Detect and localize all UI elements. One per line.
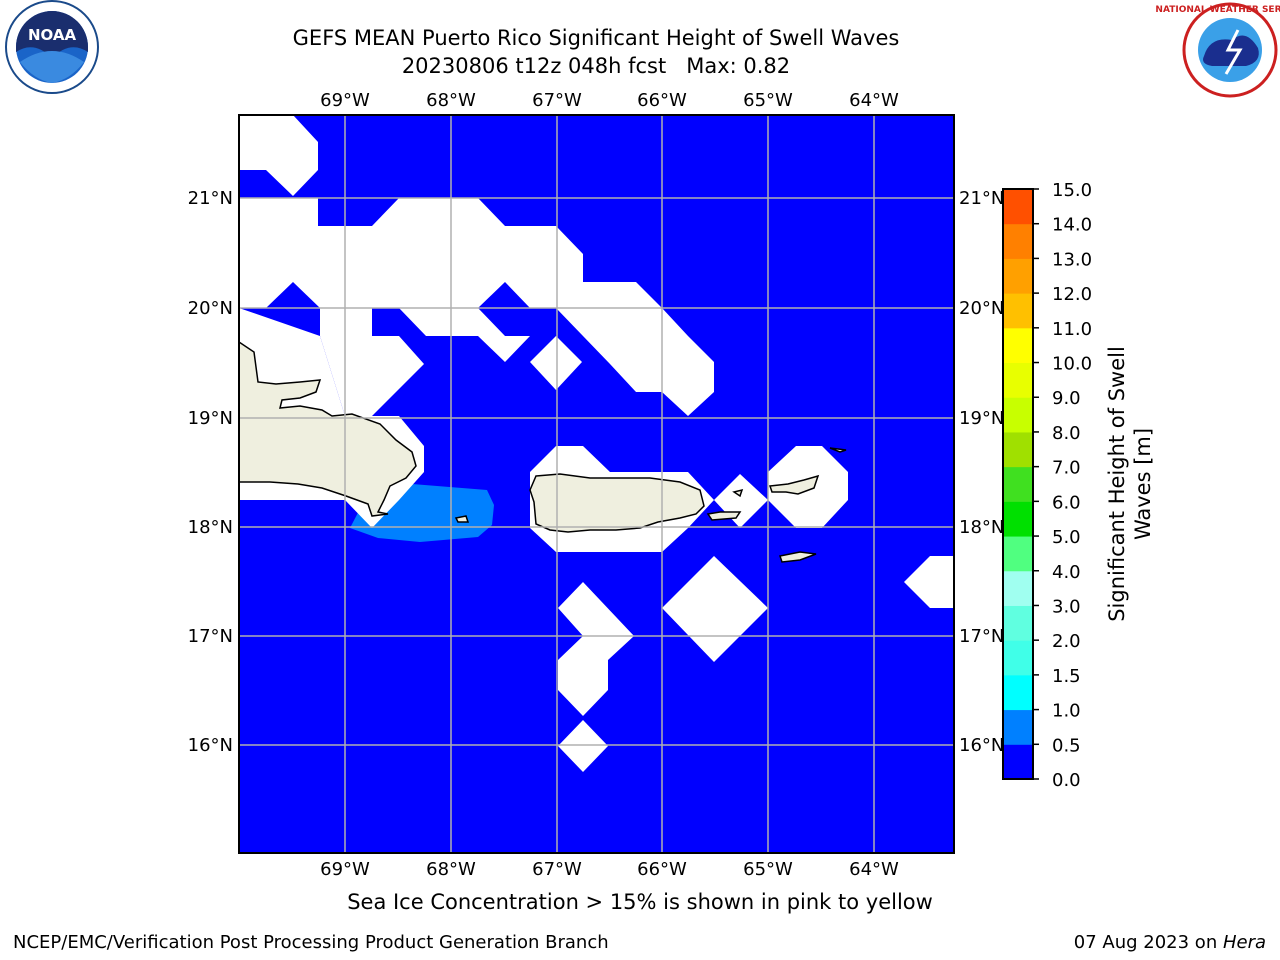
hispaniola <box>239 341 417 517</box>
colorbar-segment <box>1003 466 1033 502</box>
lon-label-top: 65°W <box>743 90 793 111</box>
colorbar-tick-label: 7.0 <box>1052 458 1081 479</box>
footer-date: 07 Aug 2023 on Hera <box>1074 932 1266 953</box>
nws-logo: NATIONAL WEATHER SERVICE <box>1155 2 1280 98</box>
lat-label-right: 16°N <box>959 735 1004 756</box>
colorbar-segment <box>1003 362 1033 398</box>
lon-label-bottom: 67°W <box>532 859 582 880</box>
map-field <box>239 115 954 853</box>
gridlines <box>239 115 954 853</box>
colorbar-frame <box>1002 188 1034 780</box>
anegada <box>829 447 847 453</box>
lon-label-bottom: 65°W <box>743 859 793 880</box>
colorbar-segment <box>1003 709 1033 745</box>
lat-label-left: 19°N <box>188 408 233 429</box>
colorbar-tick-label: 9.0 <box>1052 388 1081 409</box>
colorbar-segment <box>1003 431 1033 468</box>
colorbar-tick-label: 1.0 <box>1052 701 1081 722</box>
nws-logo-text: NATIONAL WEATHER SERVICE <box>1155 5 1280 15</box>
axis-labels: 69°W 68°W 67°W 66°W 65°W 64°W 69°W 68°W … <box>188 90 1005 880</box>
footer-date-text: 07 Aug 2023 on <box>1073 932 1223 953</box>
colorbar: 0.0 0.5 1.0 1.5 2.0 3.0 4.0 5.0 6.0 7.0 8.0 9.0 10.0… <box>1003 180 1092 791</box>
colorbar-segment <box>1003 570 1033 606</box>
lat-label-left: 16°N <box>188 735 233 756</box>
lon-label-top: 64°W <box>849 90 899 111</box>
lat-label-right: 20°N <box>959 298 1004 319</box>
land-masses <box>239 341 847 563</box>
lat-label-right: 18°N <box>959 517 1004 538</box>
lon-label-bottom: 64°W <box>849 859 899 880</box>
lat-label-right: 21°N <box>959 188 1004 209</box>
colorbar-segment <box>1003 605 1033 641</box>
colorbar-segment <box>1003 189 1033 225</box>
lat-label-right: 19°N <box>959 408 1004 429</box>
colorbar-segment <box>1003 640 1033 676</box>
lon-label-top: 69°W <box>320 90 370 111</box>
noaa-logo-text: NOAA <box>28 26 77 44</box>
lon-label-top: 67°W <box>532 90 582 111</box>
colorbar-label-line2: Waves [m] <box>1131 428 1155 540</box>
lat-label-left: 20°N <box>188 298 233 319</box>
colorbar-segment <box>1003 293 1033 329</box>
colorbar-segment <box>1003 327 1033 364</box>
colorbar-segment <box>1003 674 1033 711</box>
puerto-rico <box>529 473 705 533</box>
lat-label-left: 18°N <box>188 517 233 538</box>
colorbar-segment <box>1003 536 1033 572</box>
lon-label-top: 68°W <box>426 90 476 111</box>
colorbar-tick-label: 1.5 <box>1052 666 1081 687</box>
footer-host: Hera <box>1222 932 1266 953</box>
noaa-logo: NOAA <box>5 0 99 94</box>
colorbar-segment <box>1003 397 1033 433</box>
colorbar-tick-label: 11.0 <box>1052 319 1092 340</box>
colorbar-tick-label: 0.0 <box>1052 770 1081 791</box>
lat-label-left: 17°N <box>188 626 233 647</box>
colorbar-tick-label: 0.5 <box>1052 735 1081 756</box>
colorbar-segment <box>1003 223 1033 259</box>
colorbar-label-line1: Significant Height of Swell <box>1105 346 1129 622</box>
vieques <box>706 511 742 521</box>
lon-label-bottom: 66°W <box>637 859 687 880</box>
virgin-islands <box>768 474 820 495</box>
st-croix <box>779 551 817 563</box>
sea-ice-caption: Sea Ice Concentration > 15% is shown in … <box>347 890 933 914</box>
colorbar-segment <box>1003 744 1033 780</box>
lat-label-right: 17°N <box>959 626 1004 647</box>
lon-label-bottom: 68°W <box>426 859 476 880</box>
map-frame <box>238 114 955 854</box>
colorbar-tick-label: 14.0 <box>1052 215 1092 236</box>
colorbar-tick-label: 6.0 <box>1052 492 1081 513</box>
colorbar-tick-label: 10.0 <box>1052 354 1092 375</box>
colorbar-tick-label: 8.0 <box>1052 423 1081 444</box>
culebra <box>732 488 744 498</box>
colorbar-tick-label: 3.0 <box>1052 596 1081 617</box>
colorbar-tick-label: 2.0 <box>1052 631 1081 652</box>
chart-title: GEFS MEAN Puerto Rico Significant Height… <box>292 26 900 50</box>
colorbar-tick-label: 12.0 <box>1052 284 1092 305</box>
colorbar-tick-label: 5.0 <box>1052 527 1081 548</box>
navassa-or-small-island <box>454 515 470 523</box>
lon-label-bottom: 69°W <box>320 859 370 880</box>
colorbar-tick-label: 13.0 <box>1052 249 1092 270</box>
chart-subtitle: 20230806 t12z 048h fcst Max: 0.82 <box>401 54 791 78</box>
footer-branch: NCEP/EMC/Verification Post Processing Pr… <box>13 932 609 953</box>
colorbar-segment <box>1003 258 1033 294</box>
colorbar-tick-label: 15.0 <box>1052 180 1092 201</box>
lon-label-top: 66°W <box>637 90 687 111</box>
lat-label-left: 21°N <box>188 188 233 209</box>
colorbar-tick-label: 4.0 <box>1052 562 1081 583</box>
colorbar-segment <box>1003 501 1033 537</box>
